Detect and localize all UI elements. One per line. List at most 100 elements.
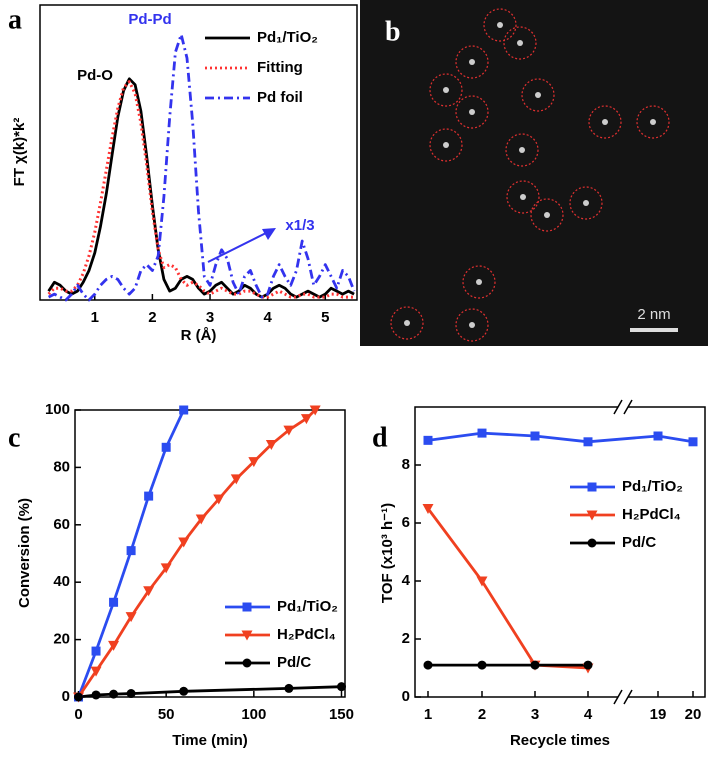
chart-panel: d TOF (x10³ h⁻¹) Recycle times 0 2 4 6 8 1 2 3 4 19 2… (372, 399, 706, 749)
x-axis-label: Recycle times (510, 732, 610, 749)
scale-bar (630, 328, 678, 332)
axis-break-gap (618, 399, 628, 415)
x-tick-label: 3 (206, 309, 214, 326)
marker (213, 494, 225, 505)
legend-label: H₂PdCl₄ (622, 506, 681, 523)
y-tick-label: 6 (402, 514, 410, 531)
y-tick-label: 40 (53, 573, 70, 590)
x-tick-label: 1 (424, 706, 432, 723)
x-axis-label: Time (min) (172, 732, 248, 749)
marker (477, 428, 487, 438)
y-tick-label: 4 (402, 572, 411, 589)
annotation-arrowhead (262, 228, 276, 240)
chart-panel: a FT χ(k)*k² R (Å) 1 2 3 4 5 Pd₁/TiO₂ Fitting Pd f… (8, 4, 358, 344)
y-tick-label: 2 (402, 630, 410, 647)
marker (241, 630, 253, 641)
atom-spots (404, 22, 656, 328)
series-line (47, 33, 356, 302)
y-tick-label: 80 (53, 458, 70, 475)
x-tick-label: 2 (148, 309, 156, 326)
y-tick-label: 0 (62, 688, 70, 705)
annotation: x1/3 (285, 217, 314, 234)
legend-label: Pd₁/TiO₂ (277, 598, 338, 615)
x-tick-label: 100 (241, 706, 266, 723)
marker (300, 414, 312, 425)
series-line (427, 431, 694, 444)
chart-panel: c Conversion (%) Time (min) 0 50 100 150 0 20 40 6… (8, 401, 354, 749)
y-axis-label: Conversion (%) (16, 498, 33, 608)
marker (476, 576, 488, 587)
axis-break (613, 689, 633, 705)
atom-circles (390, 8, 670, 342)
x-tick-label: 19 (650, 706, 667, 723)
marker (587, 538, 597, 548)
x-tick-label: 1 (91, 309, 99, 326)
marker (309, 405, 321, 416)
axis-break-gap (618, 689, 628, 705)
marker (179, 686, 189, 696)
legend-label: Pd₁/TiO₂ (622, 478, 683, 495)
plot-frame (39, 4, 358, 301)
marker (126, 689, 136, 699)
micrograph-panel: 2 nm b (360, 0, 708, 346)
x-tick-label: 4 (584, 706, 593, 723)
x-tick-label: 50 (158, 706, 175, 723)
x-tick-label: 3 (531, 706, 539, 723)
legend-label: Pd₁/TiO₂ (257, 29, 318, 46)
panel-label: d (372, 422, 388, 453)
marker (688, 437, 698, 447)
marker (583, 437, 593, 447)
panel-label: c (8, 422, 20, 453)
marker (423, 435, 433, 445)
legend-label: Pd foil (257, 89, 303, 106)
scale-bar-label: 2 nm (637, 306, 670, 323)
marker (91, 690, 101, 700)
annotation: Pd-O (77, 67, 113, 84)
marker (178, 537, 190, 548)
series-line (47, 80, 355, 299)
legend-label: Pd/C (277, 654, 311, 671)
micrograph (360, 0, 708, 346)
marker (179, 405, 189, 415)
y-tick-label: 100 (45, 401, 70, 418)
x-tick-label: 20 (685, 706, 702, 723)
marker (109, 689, 119, 699)
marker (108, 640, 120, 651)
marker (587, 482, 597, 492)
x-tick-label: 2 (478, 706, 486, 723)
marker (160, 563, 172, 574)
marker (248, 457, 260, 468)
annotation: Pd-Pd (128, 11, 171, 28)
annotation-arrow (207, 229, 273, 263)
marker (195, 514, 207, 525)
marker (144, 491, 154, 501)
marker (109, 597, 119, 607)
x-tick-label: 150 (329, 706, 354, 723)
marker (477, 660, 487, 670)
y-tick-label: 20 (53, 631, 70, 648)
marker (586, 510, 598, 521)
marker (230, 474, 242, 485)
series-line (426, 507, 589, 670)
marker (126, 546, 136, 556)
marker (242, 602, 252, 612)
marker (530, 660, 540, 670)
marker (583, 660, 593, 670)
panel-label: b (385, 16, 401, 47)
x-axis-label: R (Å) (181, 327, 217, 344)
marker (423, 660, 433, 670)
panel-label: a (8, 4, 22, 35)
marker (265, 439, 277, 450)
axis-break (613, 399, 633, 415)
marker (161, 442, 171, 452)
marker (530, 431, 540, 441)
series-line (78, 685, 342, 699)
marker (422, 504, 434, 514)
y-tick-label: 60 (53, 516, 70, 533)
x-tick-label: 4 (263, 309, 272, 326)
legend-label: Pd/C (622, 534, 656, 551)
y-axis-label: TOF (x10³ h⁻¹) (379, 503, 396, 603)
marker (125, 612, 137, 623)
y-axis-label: FT χ(k)*k² (11, 118, 28, 187)
